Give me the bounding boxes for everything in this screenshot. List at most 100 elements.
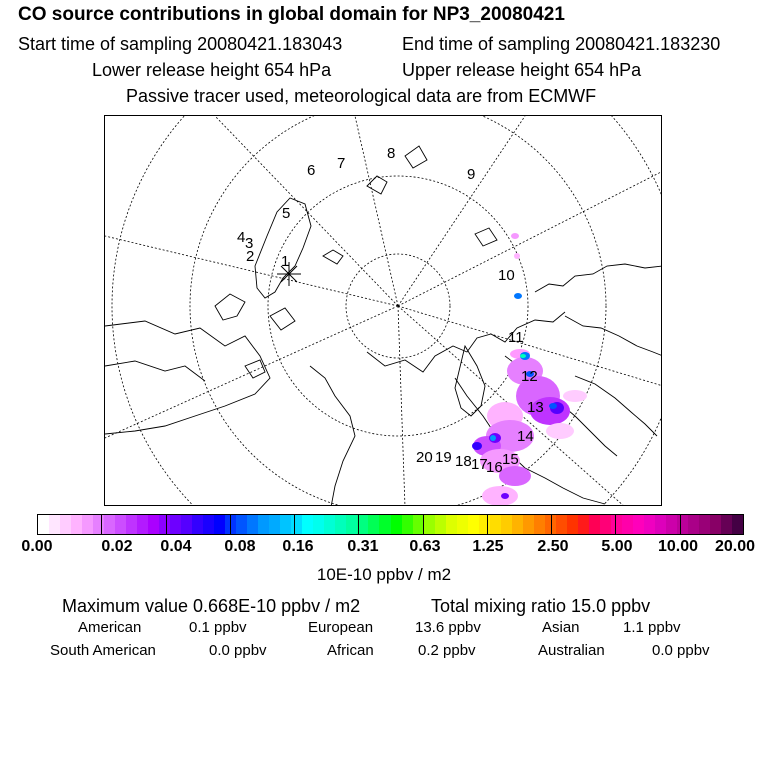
trajectory-label-13: 13: [527, 399, 544, 416]
trajectory-label-2: 2: [246, 248, 254, 265]
far-east-coast: [564, 315, 661, 356]
colorbar-swatch: [500, 515, 512, 534]
colorbar-swatch: [577, 515, 589, 534]
colorbar-swatch: [687, 515, 699, 534]
trajectory-label-10: 10: [498, 267, 515, 284]
colorbar-tick: [294, 514, 295, 535]
colorbar-label: 0.16: [282, 538, 314, 555]
trajectory-label-19: 19: [435, 449, 452, 466]
colorbar-tick: [358, 514, 359, 535]
meridian-line: [397, 171, 661, 307]
south-american-value: 0.0 ppbv: [209, 642, 267, 659]
greenland-coast: [254, 197, 312, 299]
meridian-lines: [105, 116, 661, 505]
colorbar-swatch: [313, 515, 325, 534]
trajectory-label-5: 5: [282, 205, 290, 222]
plume-cell: [546, 423, 574, 439]
colorbar-swatch: [93, 515, 105, 534]
start-time: Start time of sampling 20080421.183043: [18, 34, 343, 54]
colorbar-swatch: [412, 515, 424, 534]
colorbar-swatch: [368, 515, 380, 534]
asia-coast: [534, 263, 661, 293]
colorbar-swatch: [654, 515, 666, 534]
colorbar-label: 0.08: [224, 538, 256, 555]
colorbar-swatch: [423, 515, 435, 534]
colorbar-swatch: [258, 515, 270, 534]
colorbar-label: 0.31: [347, 538, 379, 555]
colorbar-label: 1.25: [472, 538, 504, 555]
colorbar-swatch: [115, 515, 127, 534]
colorbar-swatch: [467, 515, 479, 534]
plume-cell: [514, 253, 520, 259]
colorbar-swatch: [566, 515, 578, 534]
trajectory-label-12: 12: [521, 368, 538, 385]
colorbar-swatch: [555, 515, 567, 534]
colorbar-swatch: [379, 515, 391, 534]
meridian-line: [105, 305, 399, 439]
colorbar-swatch: [434, 515, 446, 534]
colorbar-tick: [166, 514, 167, 535]
plume-cell: [499, 466, 531, 486]
meridian-line: [354, 116, 399, 307]
siberia-coast: [366, 311, 566, 373]
latitude-circles: [111, 116, 661, 505]
meridian-line: [397, 305, 624, 505]
arctic-islands: [366, 145, 498, 247]
south-american-label: South American: [50, 642, 156, 659]
maximum-value: Maximum value 0.668E-10 ppbv / m2: [62, 596, 361, 616]
colorbar-swatch: [137, 515, 149, 534]
colorbar-label: 0.04: [160, 538, 192, 555]
latitude-circle-60: [189, 116, 607, 505]
tracer-note: Passive tracer used, meteorological data…: [126, 86, 597, 106]
colorbar-swatch: [302, 515, 314, 534]
african-label: African: [327, 642, 374, 659]
colorbar-swatch: [357, 515, 369, 534]
european-value: 13.6 ppbv: [415, 619, 481, 636]
plume-cell: [472, 442, 482, 450]
colorbar-swatch: [247, 515, 259, 534]
trajectory-label-15: 15: [502, 451, 519, 468]
colorbar-swatch: [335, 515, 347, 534]
polar-map: 1 2 3 4 5 6 7 8 9 10 11 12 13 14 15 16 1…: [104, 115, 662, 506]
european-label: European: [308, 619, 374, 636]
concentration-plume: [472, 233, 587, 505]
australian-label: Australian: [538, 642, 605, 659]
colorbar-label: 2.50: [537, 538, 569, 555]
upper-release-height: Upper release height 654 hPa: [402, 60, 642, 80]
colorbar-swatch: [214, 515, 226, 534]
plume-cell: [520, 354, 526, 358]
trajectory-label-17: 17: [471, 456, 488, 473]
colorbar-swatch: [192, 515, 204, 534]
colorbar-swatch: [511, 515, 523, 534]
colorbar-swatch: [665, 515, 677, 534]
polar-map-graphic: 1 2 3 4 5 6 7 8 9 10 11 12 13 14 15 16 1…: [105, 116, 661, 505]
colorbar-swatch: [599, 515, 611, 534]
trajectory-label-16: 16: [486, 459, 503, 476]
plume-cell: [482, 486, 518, 505]
colorbar: [37, 514, 744, 535]
colorbar-swatch: [731, 515, 743, 534]
coastlines: [105, 145, 661, 505]
colorbar-swatch: [676, 515, 688, 534]
end-time: End time of sampling 20080421.183230: [402, 34, 721, 54]
lower-release-height: Lower release height 654 hPa: [92, 60, 332, 80]
total-mixing-ratio: Total mixing ratio 15.0 ppbv: [431, 596, 651, 616]
colorbar-swatch: [280, 515, 292, 534]
colorbar-tick: [680, 514, 681, 535]
trajectory-label-20: 20: [416, 449, 433, 466]
colorbar-tick: [551, 514, 552, 535]
colorbar-label: 0.02: [101, 538, 133, 555]
plume-cell: [549, 403, 557, 409]
trajectory-labels: 1 2 3 4 5 6 7 8 9 10 11 12 13 14 15 16 1…: [237, 145, 544, 476]
trajectory-label-8: 8: [387, 145, 395, 162]
colorbar-label: 5.00: [601, 538, 633, 555]
african-value: 0.2 ppbv: [418, 642, 476, 659]
north-america-inner: [105, 360, 206, 382]
iceland-coast: [322, 249, 344, 265]
trajectory-label-4: 4: [237, 229, 245, 246]
colorbar-swatch: [71, 515, 83, 534]
colorbar-swatch: [291, 515, 303, 534]
plume-cell: [501, 493, 509, 499]
colorbar-label: 0.00: [21, 538, 53, 555]
colorbar-swatch: [148, 515, 160, 534]
